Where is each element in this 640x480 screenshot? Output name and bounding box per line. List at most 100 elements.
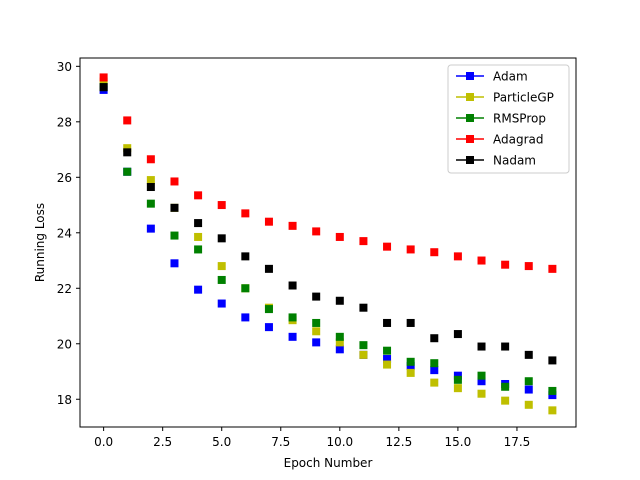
data-point-adagrad: [99, 73, 108, 82]
data-point-particlegp: [383, 360, 392, 369]
x-tick-label: 15.0: [445, 435, 472, 449]
data-point-adagrad: [194, 191, 203, 200]
legend-item-rmsprop: RMSProp: [456, 112, 546, 126]
data-point-adagrad: [453, 252, 462, 261]
data-point-adam: [241, 313, 250, 322]
y-tick-label: 28: [57, 115, 72, 129]
data-point-rmsprop: [170, 231, 179, 240]
data-point-adam: [477, 377, 486, 386]
legend-label: ParticleGP: [493, 91, 554, 105]
data-point-adagrad: [406, 245, 415, 254]
data-point-nadam: [146, 183, 155, 192]
y-tick-label: 22: [57, 282, 72, 296]
data-point-adagrad: [288, 221, 297, 230]
series-nadam: [99, 83, 557, 365]
data-point-rmsprop: [217, 275, 226, 284]
y-axis-ticks: 18 20 22 24 26 28 30: [57, 60, 80, 407]
data-point-rmsprop: [194, 245, 203, 254]
data-point-particlegp: [335, 338, 344, 347]
data-point-adam: [288, 332, 297, 341]
plot-frame: [79, 57, 577, 428]
data-point-nadam: [288, 281, 297, 290]
y-tick-label: 20: [57, 337, 72, 351]
legend-label: RMSProp: [493, 112, 546, 126]
y-axis-label: Running Loss: [33, 203, 47, 282]
data-point-nadam: [548, 356, 557, 365]
data-point-rmsprop: [501, 382, 510, 391]
data-point-adagrad: [217, 201, 226, 210]
data-point-rmsprop: [383, 346, 392, 355]
data-point-particlegp: [146, 176, 155, 185]
data-point-adagrad: [264, 217, 273, 226]
series-layer: [99, 73, 557, 415]
y-tick-label: 30: [57, 60, 72, 74]
data-point-nadam: [194, 219, 203, 228]
data-point-rmsprop: [146, 199, 155, 208]
data-point-particlegp: [406, 368, 415, 377]
legend-item-adagrad: Adagrad: [456, 133, 544, 147]
legend-label: Nadam: [493, 154, 536, 168]
data-point-particlegp: [430, 378, 439, 387]
data-point-adam: [170, 259, 179, 268]
data-point-rmsprop: [477, 371, 486, 380]
data-point-adagrad: [123, 116, 132, 125]
data-point-adam: [264, 323, 273, 332]
legend-label: Adagrad: [493, 133, 544, 147]
legend-marker: [466, 135, 474, 143]
data-point-rmsprop: [524, 377, 533, 386]
legend-marker: [466, 93, 474, 101]
data-point-nadam: [501, 342, 510, 351]
data-point-adagrad: [383, 242, 392, 251]
data-point-adagrad: [359, 237, 368, 246]
data-point-particlegp: [123, 144, 132, 153]
x-tick-label: 17.5: [504, 435, 531, 449]
data-point-nadam: [264, 264, 273, 273]
legend-item-adam: Adam: [456, 70, 528, 84]
legend-item-particlegp: ParticleGP: [456, 91, 554, 105]
data-point-nadam: [123, 148, 132, 157]
data-point-adagrad: [477, 256, 486, 265]
data-point-rmsprop: [241, 284, 250, 293]
data-point-adam: [146, 224, 155, 233]
data-point-rmsprop: [406, 357, 415, 366]
x-tick-label: 10.0: [326, 435, 353, 449]
data-point-adam: [312, 338, 321, 347]
data-point-rmsprop: [359, 341, 368, 350]
data-point-particlegp: [477, 389, 486, 398]
data-point-nadam: [241, 252, 250, 261]
data-point-nadam: [430, 334, 439, 343]
data-point-rmsprop: [430, 359, 439, 368]
x-tick-label: 0.0: [94, 435, 113, 449]
data-point-rmsprop: [335, 332, 344, 341]
legend-marker: [466, 114, 474, 122]
legend-marker: [466, 72, 474, 80]
data-point-adam: [548, 391, 557, 400]
data-point-particlegp: [99, 77, 108, 86]
data-point-adam: [335, 345, 344, 354]
data-point-particlegp: [501, 396, 510, 405]
data-point-adam: [453, 371, 462, 380]
data-point-rmsprop: [312, 318, 321, 327]
data-point-adagrad: [146, 155, 155, 164]
y-tick-label: 18: [57, 393, 72, 407]
data-point-adam: [217, 299, 226, 308]
data-point-adam: [194, 285, 203, 294]
data-point-particlegp: [453, 384, 462, 393]
data-point-rmsprop: [123, 167, 132, 176]
y-tick-label: 24: [57, 226, 72, 240]
data-point-adagrad: [312, 227, 321, 236]
data-point-nadam: [383, 318, 392, 327]
x-tick-label: 12.5: [385, 435, 412, 449]
series-adagrad: [99, 73, 557, 273]
data-point-adagrad: [548, 264, 557, 273]
x-tick-label: 7.5: [271, 435, 290, 449]
x-axis-ticks: 0.0 2.5 5.0 7.5 10.0 12.5 15.0 17.5: [94, 427, 530, 449]
legend-marker: [466, 156, 474, 164]
data-point-particlegp: [548, 406, 557, 415]
data-point-particlegp: [194, 232, 203, 241]
data-point-nadam: [453, 330, 462, 339]
data-point-nadam: [312, 292, 321, 301]
legend-item-nadam: Nadam: [456, 154, 536, 168]
data-point-particlegp: [312, 327, 321, 336]
